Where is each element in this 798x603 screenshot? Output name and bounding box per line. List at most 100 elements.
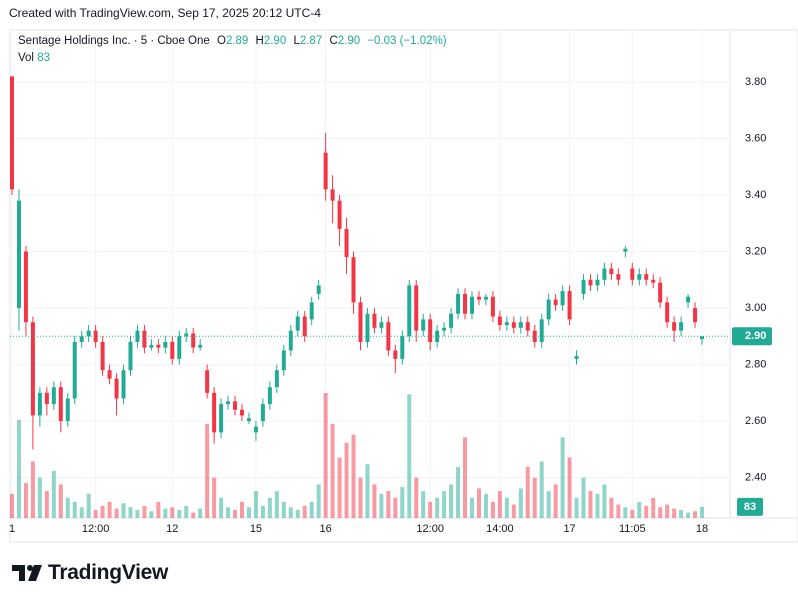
volume-bar — [581, 477, 586, 518]
y-tick-label: 3.20 — [745, 245, 766, 257]
candle-body — [504, 322, 509, 326]
volume-bar — [602, 484, 607, 518]
candle-body — [679, 322, 684, 331]
volume-bar — [233, 509, 238, 518]
y-tick-label: 2.80 — [745, 358, 766, 370]
candle-body — [128, 341, 133, 371]
candle-body — [490, 296, 495, 317]
volume-bar — [107, 501, 112, 518]
volume-bar — [51, 470, 56, 518]
volume-bar — [665, 504, 670, 518]
candle-body — [37, 392, 42, 416]
y-tick-label: 3.40 — [745, 189, 766, 201]
candle-body — [644, 274, 649, 280]
volume-bar — [679, 509, 684, 518]
volume-bar — [595, 493, 600, 518]
volume-bar — [567, 457, 572, 518]
candle-body — [344, 228, 349, 258]
candle-body — [65, 398, 70, 422]
candle-body — [414, 285, 419, 331]
candle-body — [233, 401, 238, 410]
volume-bar — [651, 497, 656, 518]
volume-bar — [686, 512, 691, 518]
volume-bar — [644, 505, 649, 518]
volume-bar — [532, 477, 537, 518]
volume-bars — [10, 393, 704, 518]
volume-bar — [372, 484, 377, 518]
candle-body — [483, 296, 488, 300]
volume-bar — [302, 505, 307, 518]
volume-bar — [365, 464, 370, 518]
volume-bar — [476, 488, 481, 518]
candle-body — [10, 76, 14, 190]
volume-bar — [30, 461, 35, 518]
candle-body — [497, 316, 502, 326]
candle-body — [86, 330, 91, 337]
volume-bar — [121, 503, 126, 518]
x-tick-label: 15 — [250, 523, 262, 535]
legend: Sentage Holdings Inc. · 5 · Cboe One O 2.… — [18, 35, 447, 47]
candle-body — [30, 322, 35, 416]
candle-body — [518, 322, 523, 328]
candle-body — [658, 282, 663, 303]
volume-bar — [504, 497, 509, 518]
volume-bar — [393, 497, 398, 518]
candle-body — [240, 409, 244, 416]
candle-body — [442, 327, 447, 331]
candle-body — [100, 341, 105, 371]
volume-bar — [574, 497, 579, 518]
volume-bar — [518, 488, 523, 518]
volume-bar — [616, 504, 621, 518]
candle-body — [72, 341, 77, 399]
x-tick-label: 1 — [9, 523, 15, 535]
volume-bar — [553, 484, 558, 518]
candle-body — [574, 356, 579, 359]
x-tick-label: 17 — [563, 523, 575, 535]
candle-body — [330, 189, 335, 201]
volume-bar — [114, 508, 119, 518]
candle-body — [372, 313, 377, 328]
volume-bar — [184, 505, 189, 518]
candle-body — [470, 296, 474, 314]
volume-bar — [267, 497, 272, 518]
volume-bar — [163, 508, 168, 518]
close-value: 2.90 — [337, 35, 361, 47]
volume-bar — [672, 508, 677, 518]
volume-bar — [205, 423, 210, 518]
symbol-name: Sentage Holdings Inc. · 5 · Cboe One — [18, 35, 210, 47]
volume-bar — [637, 501, 642, 518]
candle-body — [358, 302, 363, 342]
volume-bar — [470, 497, 474, 518]
candle-body — [428, 319, 433, 342]
high-value: 2.90 — [263, 35, 287, 47]
volume-bar — [658, 507, 663, 518]
candle-body — [226, 401, 231, 405]
candle-body — [170, 341, 175, 359]
open-key: O — [216, 35, 226, 47]
volume-bar — [240, 501, 244, 518]
change: −0.03 (−1.02%) — [367, 35, 447, 47]
candle-body — [149, 344, 154, 348]
volume-bar — [358, 477, 363, 518]
volume-bar — [588, 491, 593, 518]
volume-bar — [421, 491, 426, 518]
candle-body — [588, 279, 593, 286]
candle-body — [135, 330, 140, 342]
volume-bar — [386, 491, 391, 518]
volume-bar — [630, 509, 635, 518]
candle-body — [637, 274, 642, 280]
volume-bar — [16, 419, 21, 518]
volume-bar — [623, 507, 628, 518]
volume-bar — [156, 501, 161, 518]
candle-body — [693, 308, 698, 323]
volume-bar — [456, 466, 461, 518]
volume-bar — [100, 505, 105, 518]
candle-body — [23, 251, 28, 323]
volume-bar — [191, 512, 196, 518]
candle-body — [337, 200, 342, 229]
volume-bar — [609, 497, 614, 518]
candle-body — [44, 392, 49, 405]
candle-body — [246, 418, 251, 422]
candle-body — [379, 322, 384, 328]
candle-body — [93, 330, 98, 342]
